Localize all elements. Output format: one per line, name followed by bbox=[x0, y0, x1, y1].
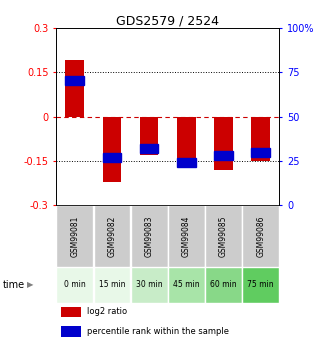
Text: 15 min: 15 min bbox=[99, 280, 125, 289]
Text: GSM99082: GSM99082 bbox=[108, 215, 117, 257]
Bar bbox=[56, 205, 93, 267]
Text: 0 min: 0 min bbox=[64, 280, 86, 289]
Bar bbox=[214, 117, 233, 170]
Text: GSM99081: GSM99081 bbox=[70, 215, 79, 257]
Bar bbox=[61, 326, 81, 337]
Bar bbox=[93, 205, 130, 267]
Text: 75 min: 75 min bbox=[247, 280, 274, 289]
Bar bbox=[214, 151, 233, 160]
Bar bbox=[131, 267, 168, 303]
Bar bbox=[177, 117, 195, 167]
Title: GDS2579 / 2524: GDS2579 / 2524 bbox=[116, 14, 219, 28]
Text: 30 min: 30 min bbox=[136, 280, 162, 289]
Bar bbox=[251, 117, 270, 161]
Bar bbox=[205, 205, 242, 267]
Text: ▶: ▶ bbox=[27, 280, 34, 289]
Bar bbox=[65, 77, 84, 86]
Bar bbox=[140, 144, 159, 153]
Bar bbox=[242, 267, 279, 303]
Text: log2 ratio: log2 ratio bbox=[87, 307, 127, 316]
Text: percentile rank within the sample: percentile rank within the sample bbox=[87, 327, 230, 336]
Bar bbox=[131, 205, 168, 267]
Text: GSM99083: GSM99083 bbox=[145, 215, 154, 257]
Bar bbox=[168, 205, 205, 267]
Text: GSM99085: GSM99085 bbox=[219, 215, 228, 257]
Bar bbox=[61, 307, 81, 317]
Text: GSM99084: GSM99084 bbox=[182, 215, 191, 257]
Bar bbox=[103, 153, 121, 162]
Bar bbox=[168, 267, 205, 303]
Text: time: time bbox=[3, 279, 25, 289]
Bar bbox=[251, 148, 270, 157]
Text: GSM99086: GSM99086 bbox=[256, 215, 265, 257]
Bar bbox=[65, 60, 84, 117]
Bar bbox=[140, 117, 159, 155]
Bar bbox=[103, 117, 121, 182]
Bar bbox=[242, 205, 279, 267]
Bar bbox=[205, 267, 242, 303]
Bar bbox=[56, 267, 93, 303]
Text: 45 min: 45 min bbox=[173, 280, 200, 289]
Bar bbox=[177, 158, 195, 167]
Text: 60 min: 60 min bbox=[210, 280, 237, 289]
Bar bbox=[93, 267, 130, 303]
